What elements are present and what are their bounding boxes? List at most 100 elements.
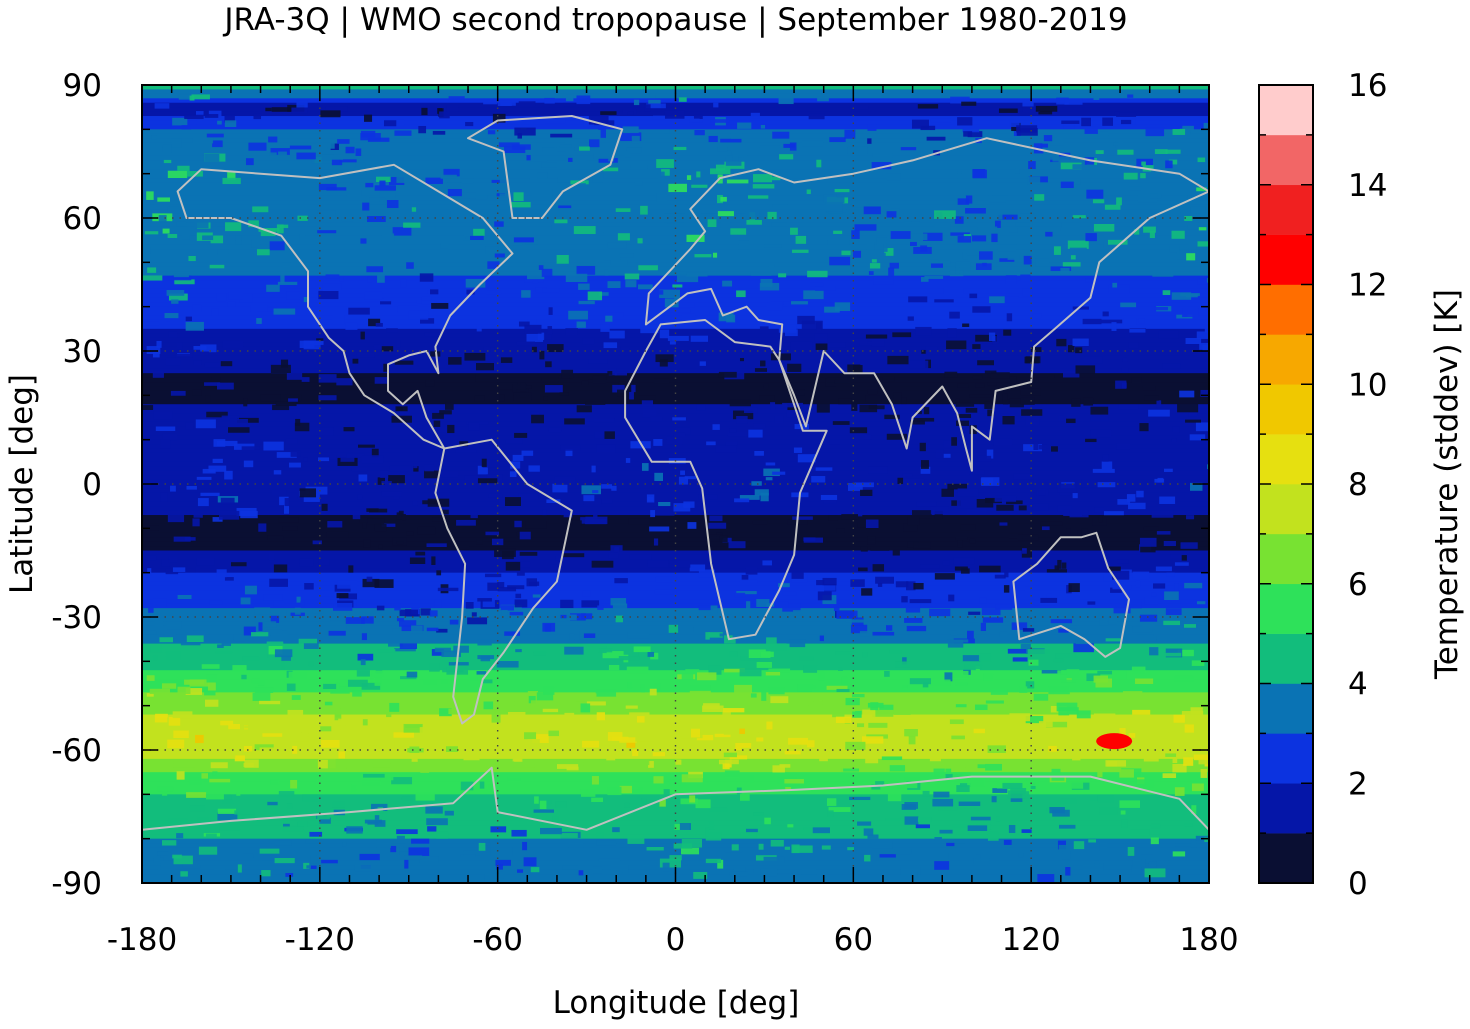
field-cell-2356 (957, 236, 972, 243)
field-cell-1730 (1057, 483, 1077, 493)
field-cell-1571 (326, 531, 349, 538)
field-cell-1649 (803, 664, 818, 673)
field-cell-241 (1053, 658, 1064, 663)
field-cell-1839 (879, 704, 894, 710)
field-cell-2331 (380, 777, 394, 781)
field-cell-1120 (863, 828, 874, 836)
colorbar-segment-1 (1259, 833, 1313, 884)
field-cell-451 (749, 774, 755, 784)
field-cell-568 (1060, 798, 1077, 804)
field-cell-1845 (722, 280, 733, 287)
field-cell-1369 (354, 865, 372, 872)
field-cell-586 (500, 605, 514, 611)
field-cell-1450 (346, 625, 362, 630)
field-cell-1799 (539, 800, 547, 810)
field-cell-1097 (969, 293, 978, 299)
field-band-39 (142, 253, 1209, 259)
field-cell-410 (707, 759, 717, 766)
field-band-132 (142, 665, 1209, 671)
field-cell-2362 (858, 567, 868, 572)
field-cell-366 (753, 812, 764, 816)
field-cell-1645 (955, 267, 960, 274)
field-cell-1578 (421, 760, 440, 767)
field-cell-1299 (701, 207, 722, 214)
field-cell-1620 (896, 184, 912, 194)
field-cell-1514 (1101, 461, 1113, 470)
field-cell-715 (694, 254, 712, 258)
field-cell-701 (1143, 226, 1156, 233)
field-cell-326 (618, 381, 634, 389)
field-cell-1280 (988, 195, 1006, 203)
field-cell-2048 (504, 146, 526, 154)
field-cell-1706 (244, 725, 264, 729)
field-cell-105 (746, 601, 751, 610)
y-tick-label: 30 (63, 334, 102, 370)
field-band-52 (142, 311, 1209, 317)
field-cell-1964 (299, 488, 317, 498)
field-cell-127 (424, 470, 440, 479)
field-cell-590 (586, 701, 606, 706)
field-cell-2202 (1072, 493, 1078, 499)
field-cell-796 (485, 531, 500, 536)
field-cell-793 (177, 594, 192, 600)
field-cell-53 (212, 458, 223, 463)
field-cell-186 (708, 807, 728, 812)
field-cell-604 (1022, 288, 1033, 297)
field-cell-1493 (330, 615, 351, 621)
field-cell-251 (162, 433, 178, 441)
field-cell-2206 (657, 171, 665, 179)
field-cell-1607 (1154, 478, 1165, 483)
field-cell-1688 (165, 569, 179, 575)
field-cell-1213 (531, 188, 553, 197)
field-cell-2131 (814, 333, 828, 342)
field-cell-1267 (233, 634, 246, 642)
field-cell-2237 (394, 604, 401, 611)
field-cell-934 (760, 360, 766, 367)
field-cell-2211 (273, 564, 288, 573)
field-cell-1242 (913, 582, 924, 590)
field-cell-2087 (224, 120, 237, 128)
field-cell-2353 (563, 102, 576, 107)
field-cell-534 (476, 539, 483, 545)
field-cell-331 (811, 467, 833, 471)
field-cell-919 (419, 273, 434, 282)
field-cell-1487 (248, 220, 259, 228)
field-cell-1033 (556, 146, 567, 152)
field-cell-118 (533, 651, 547, 656)
colorbar-segment-14 (1259, 184, 1313, 235)
field-cell-155 (953, 557, 975, 565)
field-cell-1552 (581, 613, 593, 620)
field-cell-1433 (916, 502, 937, 507)
field-cell-1690 (782, 591, 797, 596)
field-cell-430 (170, 390, 186, 396)
field-cell-375 (903, 478, 925, 485)
field-cell-1468 (1185, 419, 1202, 423)
field-cell-1250 (532, 280, 539, 284)
field-cell-392 (1132, 709, 1151, 715)
field-cell-1146 (422, 678, 437, 685)
field-cell-2306 (941, 852, 949, 859)
colorbar-segment-4 (1259, 683, 1313, 734)
colorbar-segment-10 (1259, 384, 1313, 435)
field-cell-729 (617, 233, 630, 241)
field-cell-1337 (604, 431, 615, 439)
field-band-130 (142, 656, 1209, 662)
field-cell-2146 (580, 703, 591, 713)
field-cell-695 (244, 585, 257, 595)
field-cell-1103 (330, 143, 339, 151)
field-band-134 (142, 674, 1209, 680)
field-cell-2006 (406, 531, 414, 536)
y-tick-label: 90 (63, 68, 102, 104)
field-cell-999 (1045, 721, 1068, 728)
field-cell-1475 (1097, 482, 1116, 488)
field-cell-1548 (463, 850, 480, 856)
field-cell-1241 (184, 114, 204, 120)
x-axis-tick-labels: -180 -120 -60 0 60 120 180 (107, 922, 1239, 958)
field-cell-1674 (863, 206, 881, 215)
field-cell-87 (1117, 149, 1134, 155)
field-cell-1752 (204, 153, 220, 162)
field-cell-1539 (167, 739, 185, 749)
field-cell-2086 (1038, 721, 1053, 728)
field-cell-2046 (371, 670, 384, 678)
field-cell-2392 (1093, 224, 1115, 232)
